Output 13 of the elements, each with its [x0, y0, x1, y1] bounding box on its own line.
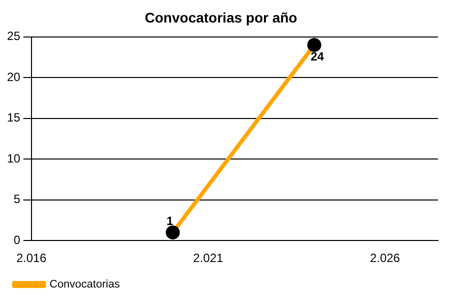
- data-label: 24: [310, 49, 324, 64]
- y-tick-label: 10: [6, 151, 21, 166]
- y-tick-label: 15: [6, 110, 21, 125]
- legend-label: Convocatorias: [50, 278, 120, 291]
- chart-title: Convocatorias por año: [144, 9, 298, 26]
- y-tick-label: 20: [6, 70, 21, 84]
- y-tick-label: 5: [14, 192, 21, 206]
- x-tick-label: 2.021: [193, 251, 224, 266]
- y-tick-label: 0: [14, 232, 21, 247]
- y-tick-label: 25: [6, 29, 21, 44]
- x-tick-label: 2.016: [16, 251, 47, 266]
- data-label: 1: [166, 214, 174, 228]
- x-tick-label: 2.026: [370, 251, 400, 266]
